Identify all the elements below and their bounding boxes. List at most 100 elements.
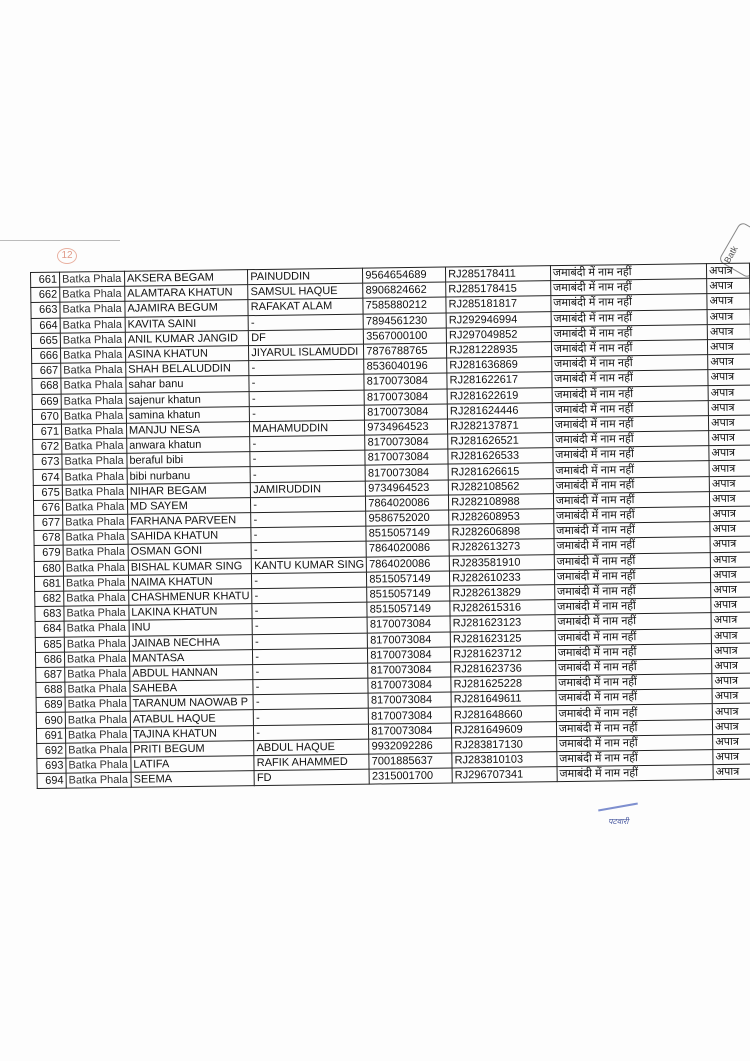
applicant-name-cell: NAIMA KHATUN <box>128 573 252 591</box>
applicant-name-cell: ASINA KHATUN <box>125 345 249 363</box>
status-cell: अपात्र <box>708 384 750 401</box>
village-cell: Batka Phala <box>66 772 132 789</box>
applicant-name-cell: TARANUM NAOWAB P <box>129 694 254 712</box>
status-cell: अपात्र <box>706 263 750 279</box>
mobile-number-cell: 3567000100 <box>363 327 447 345</box>
applicant-name-cell: MANJU NESA <box>126 421 250 439</box>
application-id-cell: RJ281623123 <box>450 614 556 632</box>
mobile-number-cell: 8170073084 <box>367 616 451 633</box>
status-cell: अपात्र <box>706 293 750 310</box>
village-cell: Batka Phala <box>59 271 125 288</box>
application-id-cell: RJ296707341 <box>452 766 558 784</box>
status-cell: अपात्र <box>713 764 750 780</box>
village-cell: Batka Phala <box>65 726 131 743</box>
mobile-number-cell: 9734964523 <box>365 479 449 496</box>
status-cell: अपात्र <box>710 566 750 583</box>
mobile-number-cell: 7864020086 <box>366 555 450 572</box>
father-name-cell: - <box>251 526 367 544</box>
applicant-name-cell: MD SAYEM <box>127 497 251 515</box>
applicant-name-cell: sahar banu <box>125 375 250 393</box>
status-cell: अपात्र <box>711 612 750 629</box>
serial-number-cell: 689 <box>36 697 66 713</box>
application-id-cell: RJ281228935 <box>446 341 552 359</box>
applicant-name-cell: SAHEBA <box>129 679 254 697</box>
serial-number-cell: 666 <box>31 348 61 364</box>
serial-number-cell: 662 <box>30 287 60 303</box>
mobile-number-cell: 8515057149 <box>366 570 450 588</box>
serial-number-cell: 668 <box>31 378 62 394</box>
village-cell: Batka Phala <box>63 605 129 622</box>
serial-number-cell: 692 <box>36 742 66 759</box>
serial-number-cell: 665 <box>31 332 61 349</box>
applicant-name-cell: SHAH BELALUDDIN <box>125 360 250 378</box>
mobile-number-cell: 8170073084 <box>368 692 452 709</box>
application-id-cell: RJ281623712 <box>450 645 556 662</box>
application-id-cell: RJ281622619 <box>447 387 553 404</box>
village-cell: Batka Phala <box>64 635 130 652</box>
mobile-number-cell: 8170073084 <box>368 722 452 739</box>
application-id-cell: RJ281649609 <box>451 721 557 738</box>
application-id-cell: RJ282137871 <box>447 417 553 435</box>
applicant-name-cell: PRITI BEGUM <box>130 740 255 758</box>
mobile-number-cell: 8515057149 <box>366 585 450 603</box>
application-id-cell: RJ285178411 <box>445 265 551 283</box>
father-name-cell: JAMIRUDDIN <box>250 480 366 498</box>
village-cell: Batka Phala <box>61 407 127 424</box>
father-name-cell: ABDUL HAQUE <box>253 738 370 756</box>
father-name-cell: - <box>248 359 365 376</box>
village-cell: Batka Phala <box>64 681 130 698</box>
applicant-name-cell: ALAMTARA KHATUN <box>124 284 249 302</box>
applicant-name-cell: TAJINA KHATUN <box>130 725 254 743</box>
serial-number-cell: 663 <box>30 302 61 319</box>
father-name-cell: - <box>250 465 366 483</box>
application-id-cell: RJ283581910 <box>449 554 555 571</box>
village-cell: Batka Phala <box>61 453 128 470</box>
applicant-name-cell: CHASHMENUR KHATU <box>128 588 253 606</box>
remark-cell: जमाबंदी में नाम नहीं <box>556 764 714 783</box>
father-name-cell: - <box>252 602 368 619</box>
village-cell: Batka Phala <box>63 590 129 607</box>
applicant-name-cell: OSMAN GONI <box>127 543 252 560</box>
serial-number-cell: 694 <box>37 773 67 789</box>
application-id-cell: RJ283817130 <box>451 736 557 754</box>
application-id-cell: RJ282108562 <box>448 478 554 495</box>
application-id-cell: RJ292946994 <box>446 311 552 328</box>
serial-number-cell: 669 <box>32 393 62 410</box>
serial-number-cell: 671 <box>32 423 62 440</box>
status-cell: अपात्र <box>710 551 750 568</box>
serial-number-cell: 682 <box>34 591 64 607</box>
application-id-cell: RJ282615316 <box>449 599 555 617</box>
mobile-number-cell: 8170073084 <box>367 631 451 648</box>
father-name-cell: - <box>253 678 369 695</box>
application-id-cell: RJ281648660 <box>451 706 557 723</box>
mobile-number-cell: 2315001700 <box>369 768 453 785</box>
father-name-cell: - <box>249 374 365 392</box>
status-cell: अपात्र <box>712 718 750 735</box>
serial-number-cell: 677 <box>33 515 63 531</box>
mobile-number-cell: 8906824662 <box>362 282 446 299</box>
applicant-name-cell: AJAMIRA BEGUM <box>124 300 249 317</box>
status-cell: अपात्र <box>706 278 750 295</box>
father-name-cell: DF <box>248 328 364 346</box>
status-cell: अपात्र <box>712 703 750 720</box>
applicant-name-cell: SEEMA <box>130 770 255 788</box>
father-name-cell: JIYARUL ISLAMUDDI <box>248 344 364 361</box>
application-id-cell: RJ282108988 <box>448 493 554 511</box>
page-number-mark: 12 <box>57 248 77 264</box>
father-name-cell: - <box>249 389 365 407</box>
serial-number-cell: 678 <box>33 530 64 546</box>
status-cell: अपात्र <box>709 460 750 477</box>
application-id-cell: RJ283810103 <box>451 751 557 769</box>
serial-number-cell: 690 <box>36 712 66 729</box>
mobile-number-cell: 8170073084 <box>367 661 451 679</box>
village-cell: Batka Phala <box>60 347 126 364</box>
mobile-number-cell: 9932092286 <box>368 737 452 755</box>
signature-caption: पटवारी <box>608 817 629 826</box>
serial-number-cell: 661 <box>30 272 60 288</box>
applicant-name-cell: ANIL KUMAR JANGID <box>125 330 249 348</box>
village-cell: Batka Phala <box>62 529 128 546</box>
village-cell: Batka Phala <box>62 514 128 531</box>
serial-number-cell: 680 <box>34 560 64 577</box>
mobile-number-cell: 9564654689 <box>362 267 446 284</box>
status-cell: अपात्र <box>712 733 750 750</box>
